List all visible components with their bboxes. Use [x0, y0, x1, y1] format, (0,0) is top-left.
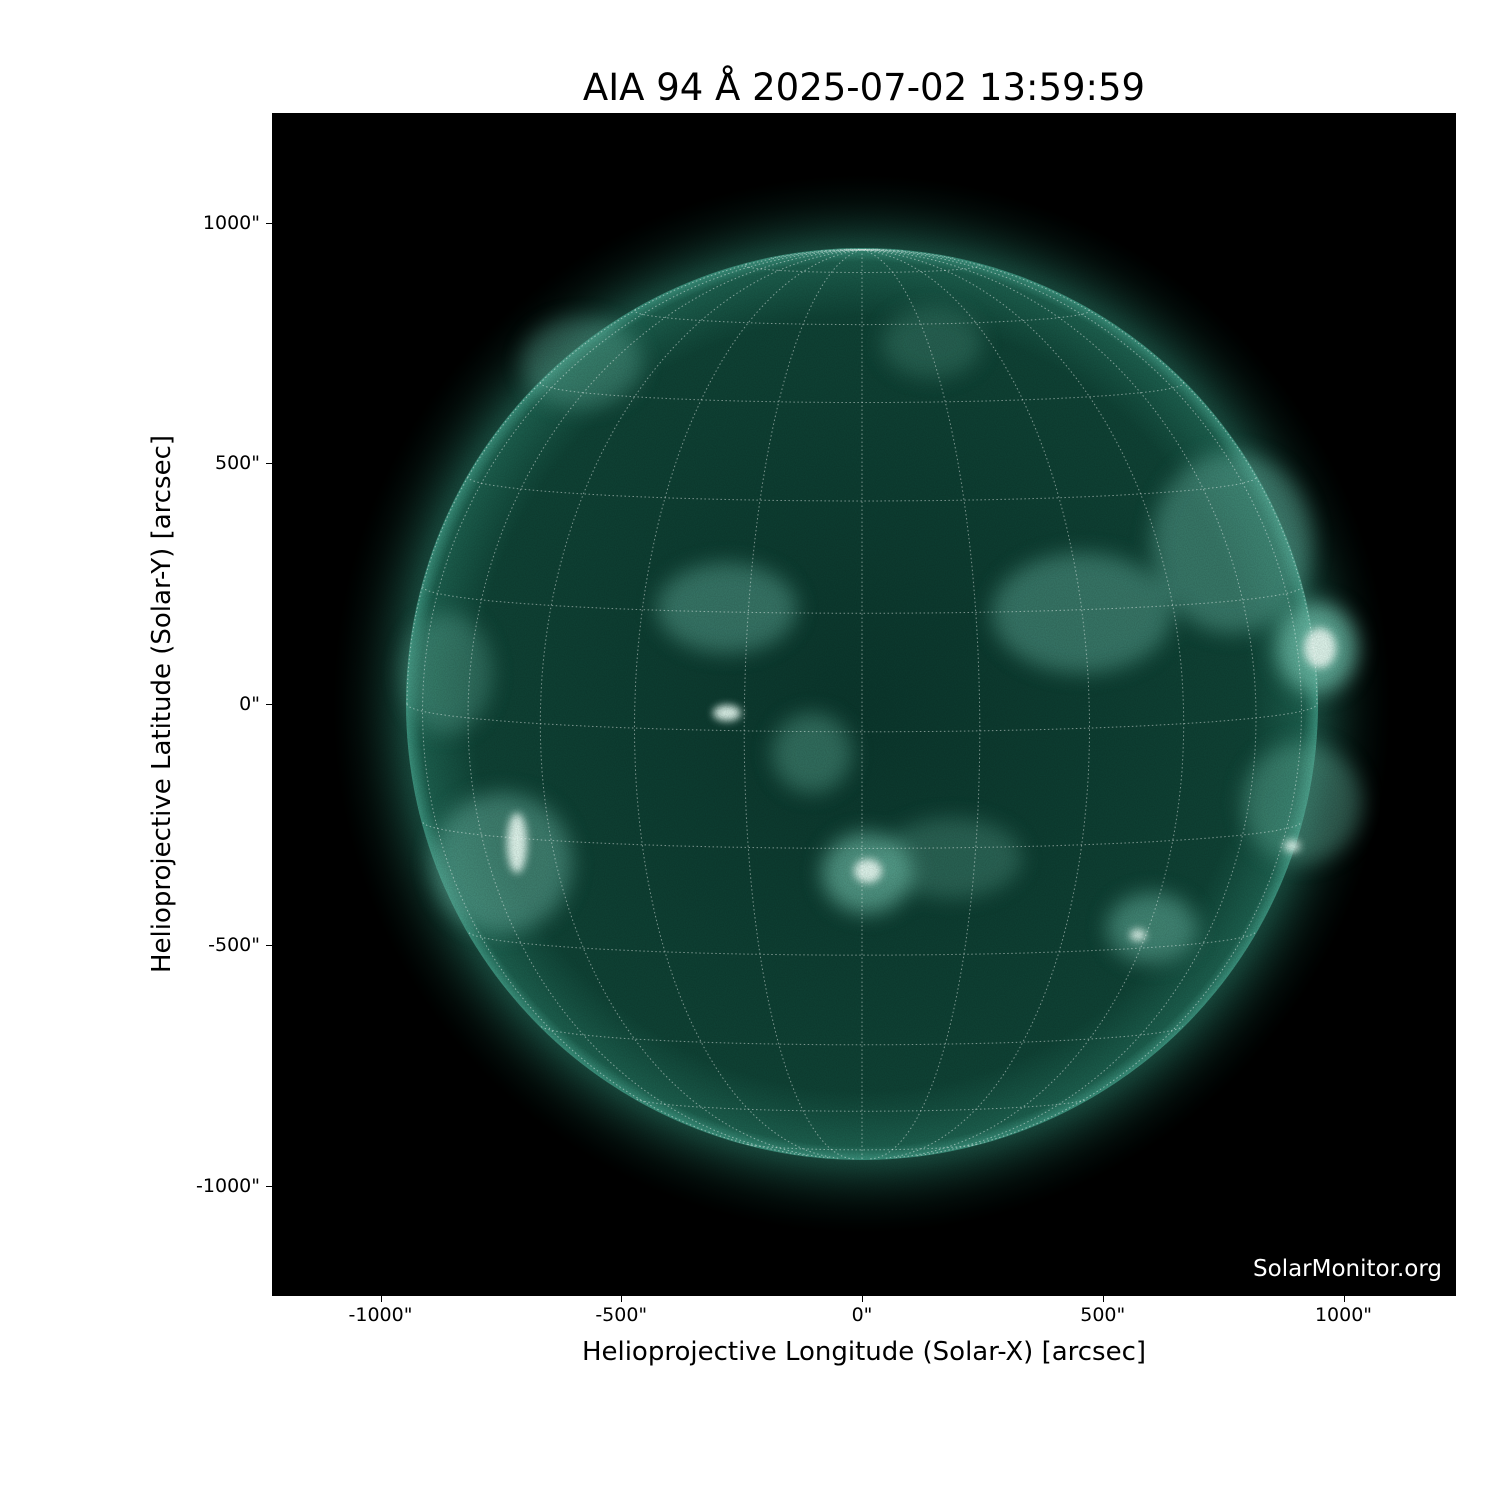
- grid-line: [861, 249, 1318, 705]
- watermark: SolarMonitor.org: [1253, 1256, 1442, 1282]
- x-tick-label: -500": [595, 1304, 648, 1326]
- x-tick-mark: [380, 1296, 382, 1302]
- y-tick-label: 500": [214, 452, 260, 475]
- grid-line: [743, 249, 863, 1160]
- y-tick-mark: [266, 222, 272, 224]
- grid-line: [539, 382, 1185, 403]
- grid-line: [861, 249, 1091, 1159]
- grid-line: [422, 822, 1302, 849]
- grid-line: [861, 249, 1303, 1147]
- x-tick-label: -1000": [348, 1304, 413, 1326]
- grid-line: [743, 263, 981, 273]
- x-tick-label: 1000": [1314, 1304, 1373, 1326]
- grid-line: [422, 586, 1302, 614]
- grid-line: [861, 249, 904, 252]
- y-tick-label: 0": [239, 693, 260, 715]
- grid-line: [857, 248, 863, 251]
- grid-line: [539, 249, 863, 1159]
- grid-line: [820, 249, 863, 252]
- grid-line: [861, 249, 954, 259]
- grid-line: [861, 249, 981, 1160]
- grid-line: [406, 249, 863, 705]
- heliographic-grid: [406, 248, 1318, 1160]
- grid-line: [861, 248, 878, 251]
- x-tick-mark: [1102, 1296, 1104, 1302]
- y-tick-label: 1000": [202, 211, 260, 234]
- grid-line: [540, 1026, 1184, 1046]
- grid-line: [421, 249, 863, 1147]
- grid-line: [770, 249, 863, 259]
- x-tick-mark: [1343, 1296, 1345, 1302]
- x-tick-label: 500": [1080, 1304, 1126, 1326]
- grid-line: [633, 249, 863, 1159]
- y-tick-label: -1000": [196, 1174, 260, 1197]
- y-tick-mark: [266, 704, 272, 705]
- y-tick-mark: [266, 944, 272, 946]
- grid-line: [467, 249, 863, 1157]
- y-tick-mark: [266, 463, 272, 465]
- x-tick-mark: [621, 1296, 623, 1302]
- y-tick-label: -500": [208, 933, 260, 956]
- x-tick-label: 0": [851, 1304, 873, 1326]
- grid-line: [406, 703, 1318, 733]
- y-tick-mark: [266, 1185, 272, 1187]
- grid-line: [861, 249, 1185, 1159]
- x-tick-mark: [862, 1296, 863, 1302]
- noise-texture: [406, 248, 1318, 1160]
- x-axis-label: Helioprojective Longitude (Solar-X) [arc…: [581, 1337, 1147, 1367]
- y-axis-label: Helioprojective Latitude (Solar-Y) [arcs…: [147, 434, 177, 974]
- grid-line: [861, 248, 867, 251]
- plot-title: AIA 94 Å 2025-07-02 13:59:59: [582, 66, 1146, 109]
- grid-line: [636, 1098, 1088, 1112]
- solar-image: [272, 113, 1456, 1296]
- grid-line: [846, 248, 863, 251]
- grid-line: [861, 249, 1257, 1157]
